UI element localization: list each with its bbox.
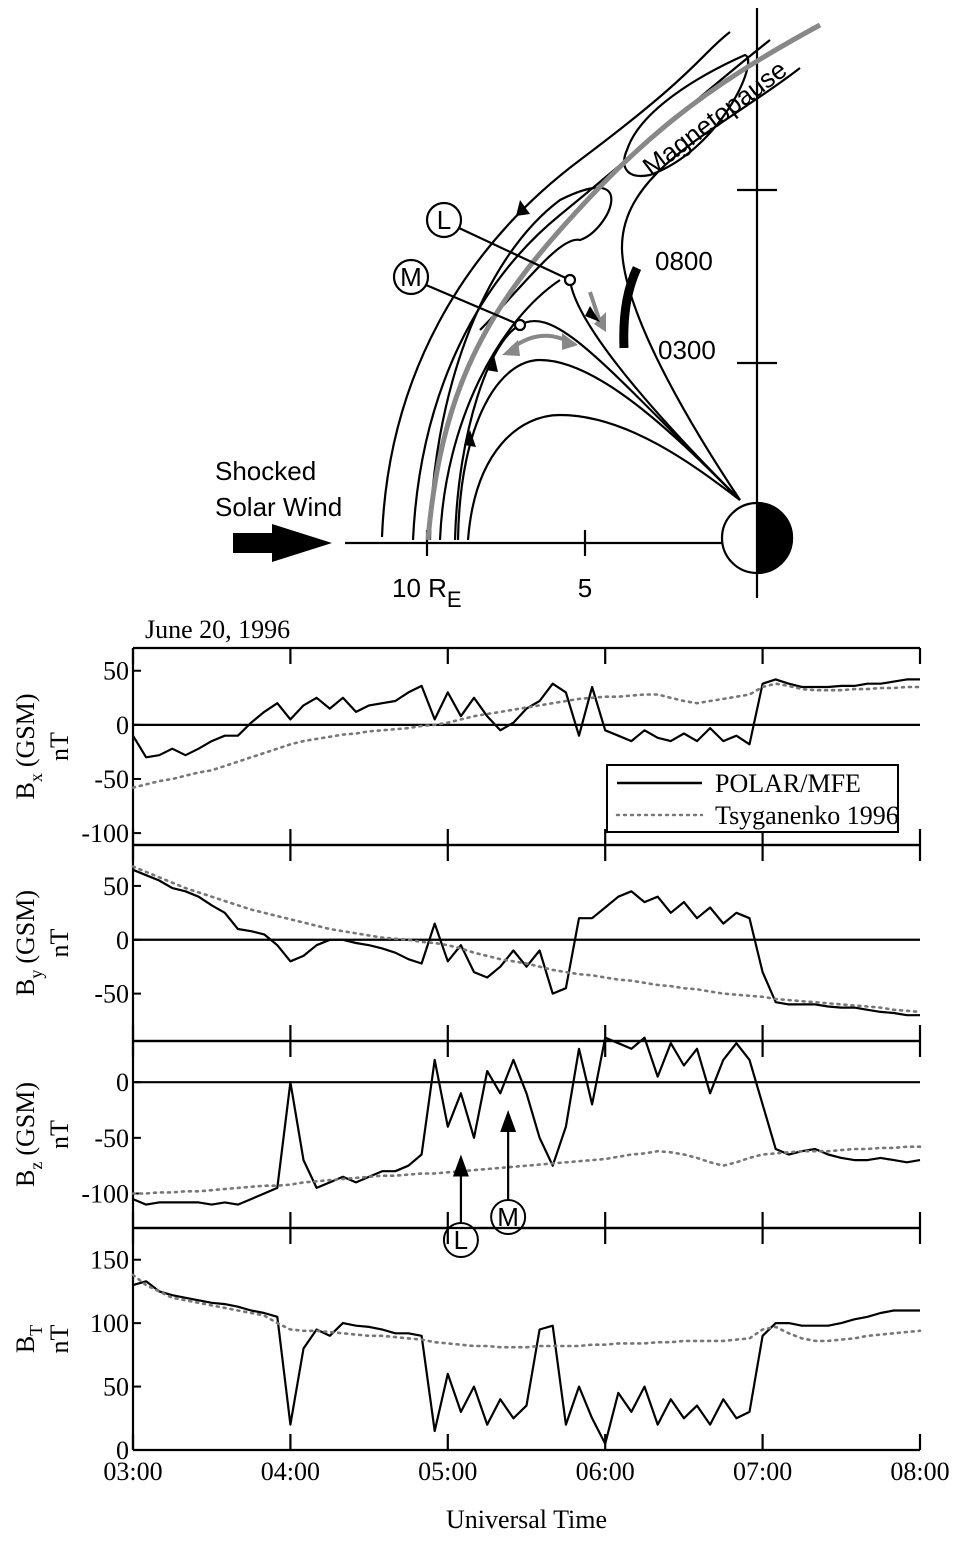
annotation-arrowhead: [500, 1110, 517, 1133]
point-label: M: [400, 262, 422, 292]
legend-label: POLAR/MFE: [715, 769, 861, 798]
y-tick-label: 0: [116, 711, 129, 740]
y-axis-label-part: (GSM): [11, 1082, 40, 1156]
y-axis-label-part: (GSM): [11, 693, 40, 767]
magnetopause-label: Magnetopause: [637, 54, 792, 181]
earth-night: [755, 501, 794, 575]
y-tick-label: 50: [103, 1373, 129, 1402]
x-tick-label: 04:00: [261, 1457, 320, 1486]
data-line: [131, 682, 922, 789]
y-tick-label: -50: [94, 1124, 129, 1153]
x-tick-label: 05:00: [418, 1457, 477, 1486]
y-tick-label: 0: [116, 926, 129, 955]
field-line: [620, 67, 801, 501]
y-tick-label: 50: [103, 657, 129, 686]
y-tick-label: -100: [81, 819, 129, 848]
x-tick-label: 06:00: [576, 1457, 635, 1486]
flow-arrow: [588, 291, 602, 323]
point-marker: [513, 318, 527, 332]
pointer-line: [458, 227, 571, 281]
field-line: [380, 31, 731, 538]
annotation-circle: [490, 1199, 527, 1235]
annotation-circle: [442, 1222, 479, 1258]
arrowhead: [585, 306, 600, 322]
arrowhead: [516, 200, 530, 216]
y-axis-label-part: B: [11, 979, 40, 996]
distance-text: 10 R: [392, 573, 447, 603]
y-tick-label: 0: [116, 1068, 129, 1097]
y-axis-unit: nT: [45, 732, 74, 761]
point-marker: [563, 273, 577, 287]
wind-arrow: [272, 524, 332, 562]
y-axis-label-part: B: [11, 1170, 40, 1187]
field-line: [428, 186, 613, 541]
y-axis-label-part: y: [26, 970, 46, 979]
data-line: [131, 865, 922, 1014]
y-tick-label: 100: [90, 1309, 129, 1338]
x-tick-label: 03:00: [103, 1457, 162, 1486]
x-axis-label: Universal Time: [446, 1505, 607, 1534]
distance-label: 5: [578, 573, 592, 603]
legend-label: Tsyganenko 1996: [715, 801, 899, 830]
y-tick-label: -50: [94, 765, 129, 794]
wind-label: Solar Wind: [215, 492, 342, 522]
data-line: [131, 1145, 922, 1195]
orbit-segment: [619, 266, 642, 349]
field-line: [466, 413, 741, 541]
y-axis-label: Bz (GSM): [11, 1082, 46, 1187]
data-line: [132, 1280, 920, 1445]
y-axis-label: By (GSM): [11, 890, 46, 996]
data-line: [131, 1273, 922, 1349]
field-line: [438, 279, 561, 541]
y-axis-label-part: T: [26, 1325, 46, 1336]
pointer-line: [425, 283, 521, 327]
distance-label: 10 RE: [392, 573, 462, 612]
arrowhead: [486, 355, 498, 372]
annotation-arrowhead: [452, 1154, 469, 1177]
reconnected-loop: [623, 53, 750, 178]
wind-label: Shocked: [215, 456, 316, 486]
y-axis-unit: nT: [45, 928, 74, 957]
time-label: 0300: [658, 335, 716, 365]
y-tick-label: 0: [116, 1436, 129, 1465]
annotation-label: M: [497, 1202, 519, 1232]
y-tick-label: -50: [94, 980, 129, 1009]
y-axis-unit: nT: [45, 1120, 74, 1149]
y-axis-label: BT: [11, 1325, 46, 1353]
y-axis-unit: nT: [45, 1324, 74, 1353]
arrowhead: [464, 430, 476, 447]
time-label: 0800: [655, 246, 713, 276]
arrowhead: [562, 333, 578, 350]
data-line: [132, 868, 920, 1017]
magnetosphere-diagram: [233, 8, 822, 598]
data-line: [132, 678, 920, 759]
x-tick-label: 07:00: [733, 1457, 792, 1486]
y-axis-label-part: z: [26, 1162, 46, 1170]
label-circle: [425, 201, 463, 239]
y-axis-label-part: B: [11, 1336, 40, 1353]
y-axis-label: Bx (GSM): [11, 693, 46, 799]
chart-title: June 20, 1996: [145, 615, 290, 644]
distance-subscript: E: [447, 587, 462, 612]
label-circle: [392, 258, 430, 296]
y-axis-label-part: B: [11, 782, 40, 799]
wind-arrow: [233, 533, 273, 553]
point-label: L: [437, 205, 451, 235]
legend-box: [606, 764, 899, 833]
y-axis-label-part: x: [26, 773, 46, 782]
y-tick-label: 50: [103, 872, 129, 901]
data-line: [132, 1036, 921, 1206]
annotation-label: L: [454, 1225, 468, 1255]
y-tick-label: 150: [90, 1246, 129, 1275]
y-tick-label: -100: [81, 1179, 129, 1208]
arrowhead: [502, 340, 520, 356]
y-axis-label-part: (GSM): [11, 890, 40, 964]
field-line: [456, 358, 741, 541]
x-tick-label: 08:00: [890, 1457, 949, 1486]
magnetopause-line: [425, 22, 822, 541]
